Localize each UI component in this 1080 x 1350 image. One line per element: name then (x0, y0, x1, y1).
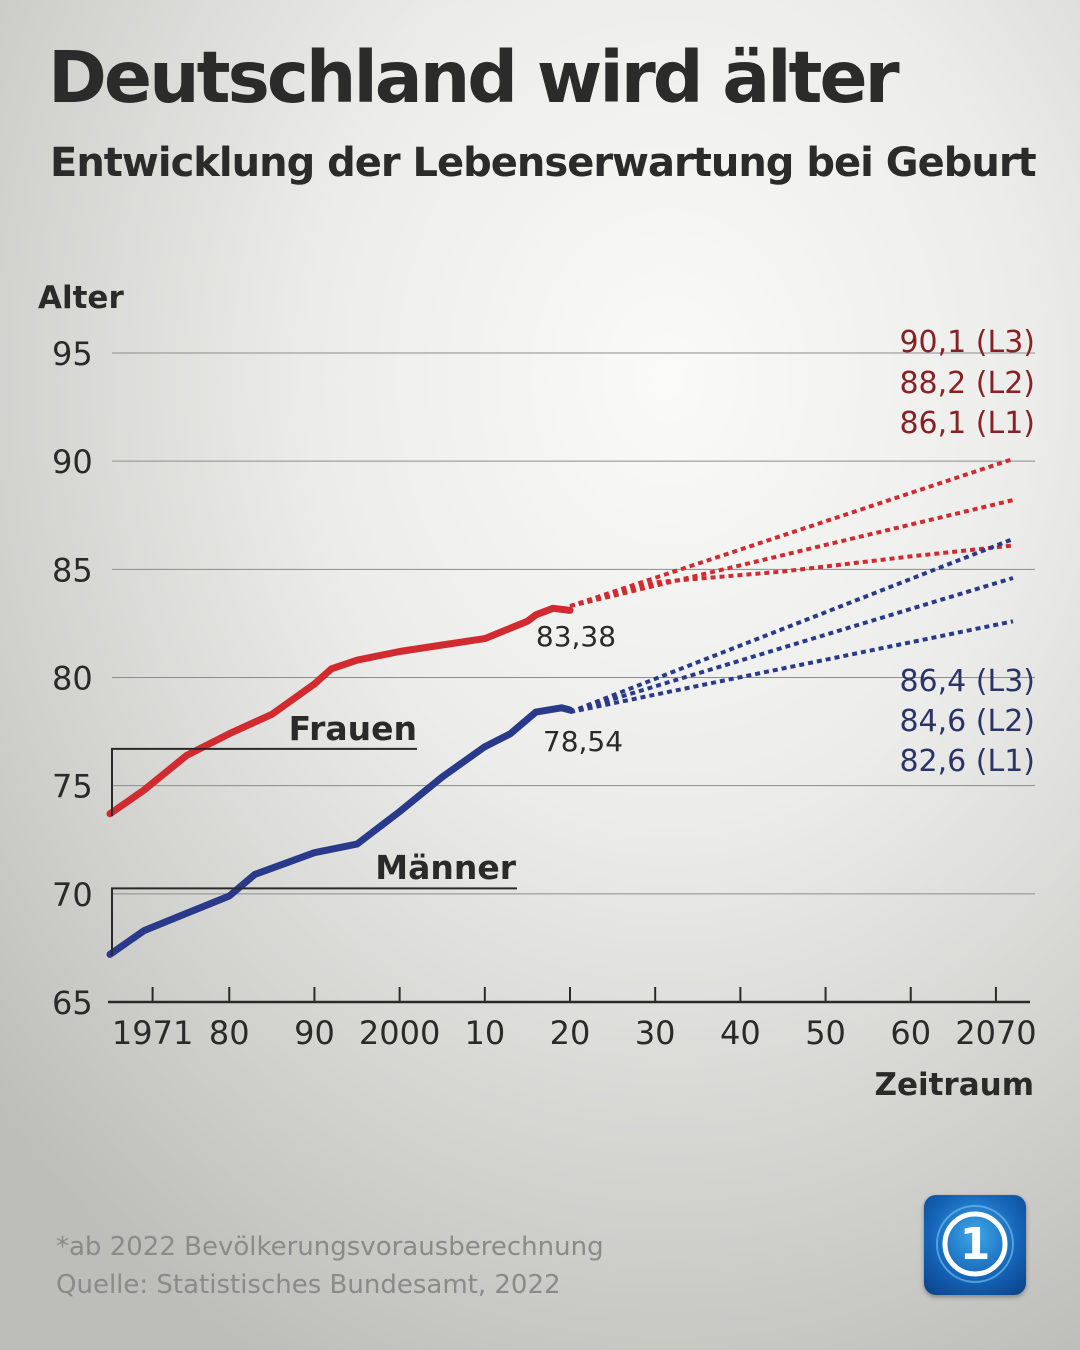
women-bracket (111, 747, 417, 816)
x-axis-title: Zeitraum (874, 1067, 1034, 1103)
x-tick-label: 20 (550, 1014, 591, 1052)
footnote-projection: *ab 2022 Bevölkerungsvorausberechnung (56, 1232, 604, 1262)
series-line-maenner-l1 (569, 619, 1014, 715)
series-line-frauen-l1 (569, 543, 1014, 609)
x-tick-label: 80 (209, 1014, 250, 1052)
x-tick-label: 30 (635, 1014, 676, 1052)
chart-title: Deutschland wird älter (48, 36, 900, 119)
women-projection-label: 86,1 (L1) (899, 406, 1035, 441)
tagesschau-logo-icon: 1 (924, 1195, 1026, 1295)
y-tick-label: 90 (52, 443, 93, 481)
series-line-frauen-l2 (569, 498, 1014, 609)
x-tick-label: 50 (805, 1014, 846, 1052)
y-tick-label: 65 (52, 984, 93, 1022)
y-tick-label: 70 (52, 876, 93, 914)
logo-label: 1 (960, 1219, 991, 1270)
men-bracket (111, 887, 517, 956)
y-tick-label: 95 (52, 335, 93, 373)
x-tick-label: 40 (720, 1014, 761, 1052)
series-line-frauen-l3 (569, 457, 1014, 608)
y-tick-label: 75 (52, 768, 93, 806)
y-tick-label: 85 (52, 551, 93, 589)
men-projection-label: 82,6 (L1) (899, 744, 1035, 779)
men-projection-label: 84,6 (L2) (899, 704, 1035, 739)
y-tick-label: 80 (52, 660, 93, 698)
footnote-source: Quelle: Statistisches Bundesamt, 2022 (56, 1270, 561, 1300)
women-current-value: 83,38 (536, 620, 616, 653)
men-projection-label: 86,4 (L3) (899, 664, 1035, 699)
men-label: Männer (375, 848, 516, 887)
x-tick-label: 2070 (955, 1014, 1036, 1052)
x-tick-label: 10 (464, 1014, 505, 1052)
series-line-maenner (106, 704, 574, 958)
women-projection-label: 90,1 (L3) (899, 325, 1035, 360)
x-tick-label: 2000 (359, 1014, 440, 1052)
women-projection-label: 88,2 (L2) (899, 366, 1035, 401)
x-tick-label: 90 (294, 1014, 335, 1052)
y-axis-title: Alter (38, 280, 124, 316)
x-tick-label: 1971 (112, 1014, 193, 1052)
x-tick-label: 60 (890, 1014, 931, 1052)
chart-subtitle: Entwicklung der Lebenserwartung bei Gebu… (50, 140, 1037, 186)
series-line-maenner-l3 (569, 537, 1014, 714)
women-label: Frauen (289, 709, 417, 748)
men-current-value: 78,54 (543, 725, 623, 758)
